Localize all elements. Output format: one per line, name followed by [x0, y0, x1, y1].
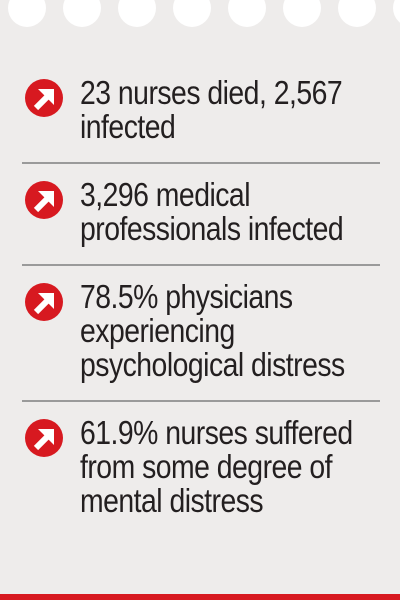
punch-hole: [228, 0, 266, 27]
punch-hole: [63, 0, 101, 27]
bottom-accent-bar: [0, 594, 400, 600]
stat-item-physicians: 78.5% physicians experiencing psychologi…: [22, 266, 380, 402]
punch-hole: [338, 0, 376, 27]
punch-hole: [283, 0, 321, 27]
arrow-up-right-icon: [25, 79, 63, 117]
stat-item-medical-professionals: 3,296 medical professionals infected: [22, 164, 380, 266]
stat-line: 3,296 medical: [80, 176, 251, 213]
punch-hole: [393, 0, 400, 27]
punch-hole: [173, 0, 211, 27]
stat-line: psychological distress: [80, 346, 345, 383]
stat-line: from some degree of: [80, 448, 333, 485]
stat-line: experiencing: [80, 312, 235, 349]
stat-line: 23 nurses died, 2,567: [80, 74, 343, 111]
stat-line: 78.5% physicians: [80, 278, 293, 315]
stat-line: 61.9% nurses suffered: [80, 414, 353, 451]
arrow-up-right-icon: [25, 283, 63, 321]
punch-hole: [118, 0, 156, 27]
punch-hole: [8, 0, 46, 27]
arrow-up-right-icon: [25, 181, 63, 219]
stat-line: mental distress: [80, 482, 264, 519]
arrow-up-right-icon: [25, 419, 63, 457]
stat-line: professionals infected: [80, 210, 344, 247]
punched-holes: [0, 0, 400, 40]
stat-item-nurses-died: 23 nurses died, 2,567 infected: [22, 58, 380, 164]
stat-line: infected: [80, 108, 176, 145]
stat-item-nurses-distress: 61.9% nurses suffered from some degree o…: [22, 402, 380, 532]
stats-list: 23 nurses died, 2,567 infected 3,296 med…: [0, 58, 400, 532]
